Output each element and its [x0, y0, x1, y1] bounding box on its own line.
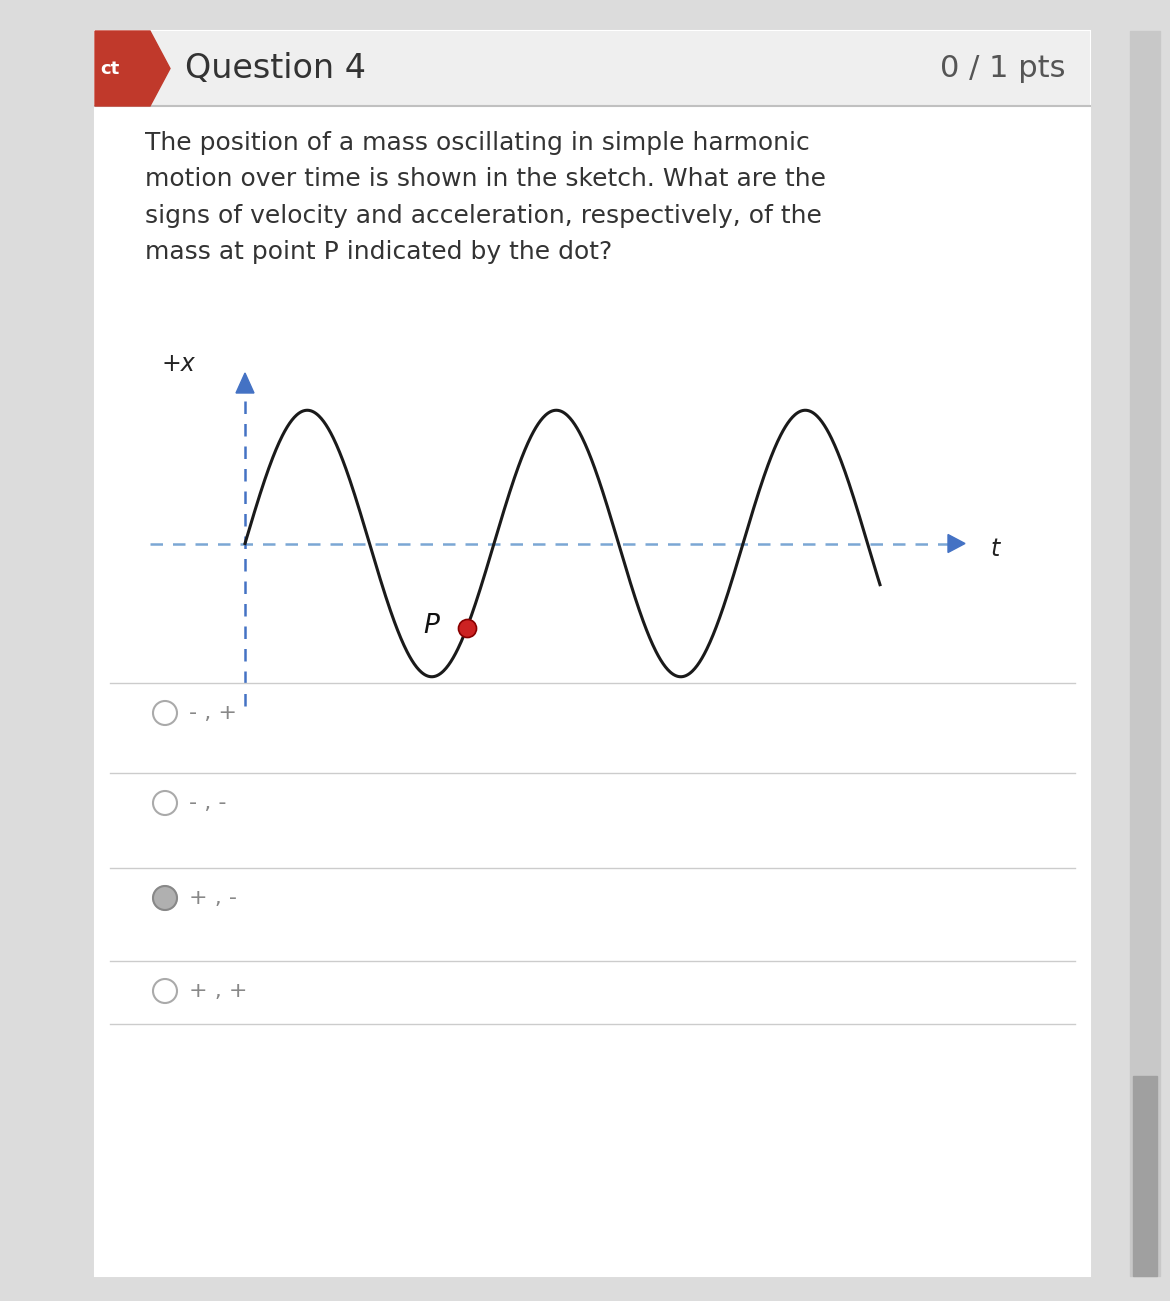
Text: - , +: - , + — [190, 703, 238, 723]
Bar — [1133, 1076, 1157, 1276]
Text: The position of a mass oscillating in simple harmonic
motion over time is shown : The position of a mass oscillating in si… — [145, 131, 826, 264]
Bar — [95, 31, 1090, 1276]
Text: + , +: + , + — [190, 981, 248, 1000]
Bar — [95, 31, 1090, 105]
Text: 0 / 1 pts: 0 / 1 pts — [940, 55, 1065, 83]
Text: t: t — [990, 536, 999, 561]
Polygon shape — [95, 31, 170, 105]
Text: + , -: + , - — [190, 889, 238, 908]
Polygon shape — [236, 373, 254, 393]
Text: - , -: - , - — [190, 794, 227, 813]
Text: +x: +x — [161, 353, 195, 376]
Text: P: P — [424, 613, 439, 639]
Text: ct: ct — [99, 60, 119, 78]
Polygon shape — [948, 535, 965, 553]
Circle shape — [153, 886, 177, 909]
Bar — [1130, 31, 1159, 1276]
Text: Question 4: Question 4 — [185, 52, 366, 85]
